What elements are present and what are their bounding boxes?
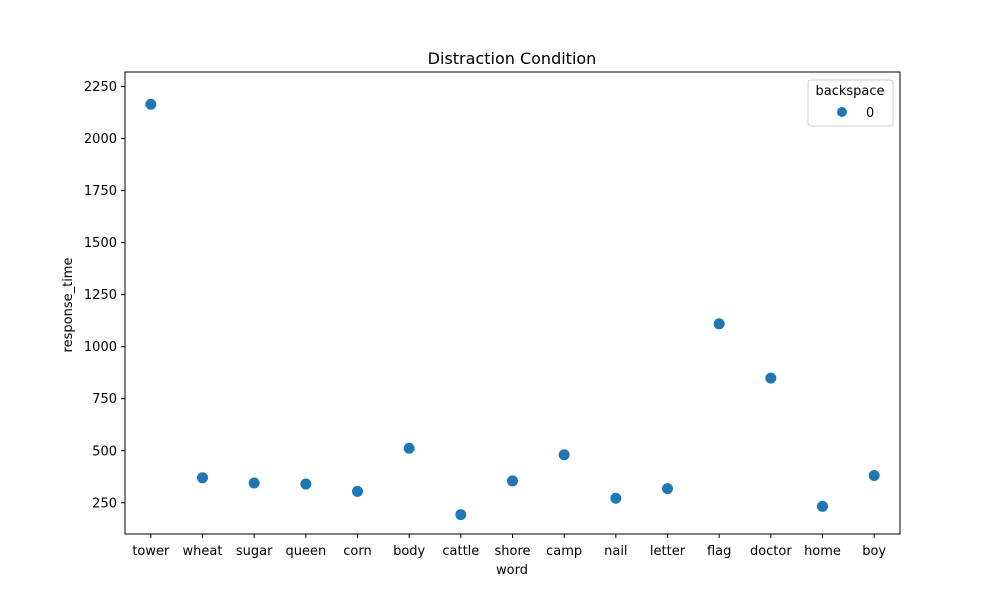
legend: backspace 0 [807,79,894,127]
y-tick-label: 1250 [84,288,117,303]
data-point [662,483,673,495]
y-axis: 250 500 750 1000 1250 1500 1750 2000 2250 [84,80,125,511]
legend-marker [837,107,847,117]
data-point [248,477,260,489]
data-point [352,485,363,497]
y-tick-label: 1500 [84,236,117,251]
x-tick-label: boy [862,544,886,559]
x-tick-label: nail [604,544,627,559]
data-point [817,500,828,512]
data-point [507,475,518,487]
y-tick-label: 1000 [84,340,117,355]
y-tick-label: 1750 [84,184,117,199]
y-tick-label: 750 [92,392,117,407]
x-tick-label: home [804,544,841,559]
x-axis: tower wheat sugar queen corn body cattle shore c… [132,534,886,559]
x-tick-label: sugar [236,544,273,559]
legend-entry-label: 0 [866,106,874,121]
x-tick-label: doctor [750,544,792,559]
x-tick-label: queen [285,544,326,559]
data-point [610,492,622,504]
x-tick-label: wheat [183,544,223,559]
y-tick-label: 2000 [84,132,117,147]
legend-box [807,79,894,127]
data-points [145,98,880,521]
y-tick-label: 250 [92,496,117,511]
y-tick-label: 2250 [84,80,117,95]
data-point [197,472,208,484]
data-point [868,470,880,482]
x-tick-label: body [393,544,425,559]
x-tick-label: tower [132,544,170,559]
data-point [713,318,725,330]
x-tick-label: shore [494,544,530,559]
data-point [300,478,312,490]
data-point [765,372,777,384]
legend-title: backspace [815,84,884,99]
x-tick-label: flag [707,544,731,559]
x-axis-label: word [496,563,528,578]
x-tick-label: camp [546,544,582,559]
plot-area [124,71,901,535]
data-point [145,98,157,110]
x-tick-label: letter [650,544,686,559]
plot-frame [124,71,901,535]
chart-title: Distraction Condition [428,49,597,68]
data-point [403,442,415,454]
x-tick-label: cattle [442,544,479,559]
x-tick-label: corn [343,544,371,559]
data-point [455,509,467,521]
data-point [558,449,570,461]
y-tick-label: 500 [92,444,117,459]
y-axis-label: response_time [61,258,76,353]
